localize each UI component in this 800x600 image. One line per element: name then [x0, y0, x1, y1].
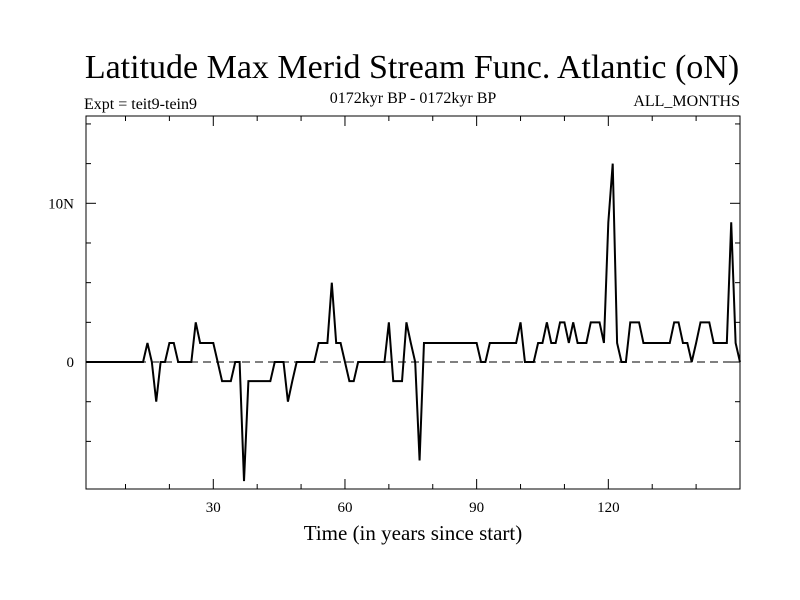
x-tick-label: 30 — [206, 500, 221, 516]
experiment-label: Expt = teit9-tein9 — [84, 96, 197, 113]
time-range-label: 0172kyr BP - 0172kyr BP — [330, 90, 497, 107]
x-axis-label: Time (in years since start) — [304, 521, 523, 545]
chart-title: Latitude Max Merid Stream Func. Atlantic… — [85, 49, 739, 86]
months-label: ALL_MONTHS — [633, 93, 740, 110]
series-line — [86, 163, 741, 482]
x-tick-label: 90 — [469, 500, 484, 516]
x-tick-label: 60 — [337, 500, 352, 516]
y-tick-label: 10N — [48, 196, 74, 212]
x-tick-label: 120 — [597, 500, 620, 516]
y-tick-label: 0 — [67, 355, 75, 371]
plot-frame — [85, 115, 741, 490]
